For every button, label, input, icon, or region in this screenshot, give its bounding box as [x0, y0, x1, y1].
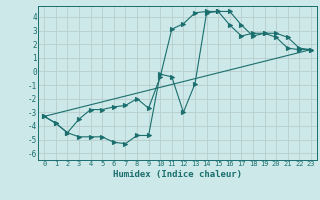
X-axis label: Humidex (Indice chaleur): Humidex (Indice chaleur)	[113, 170, 242, 179]
